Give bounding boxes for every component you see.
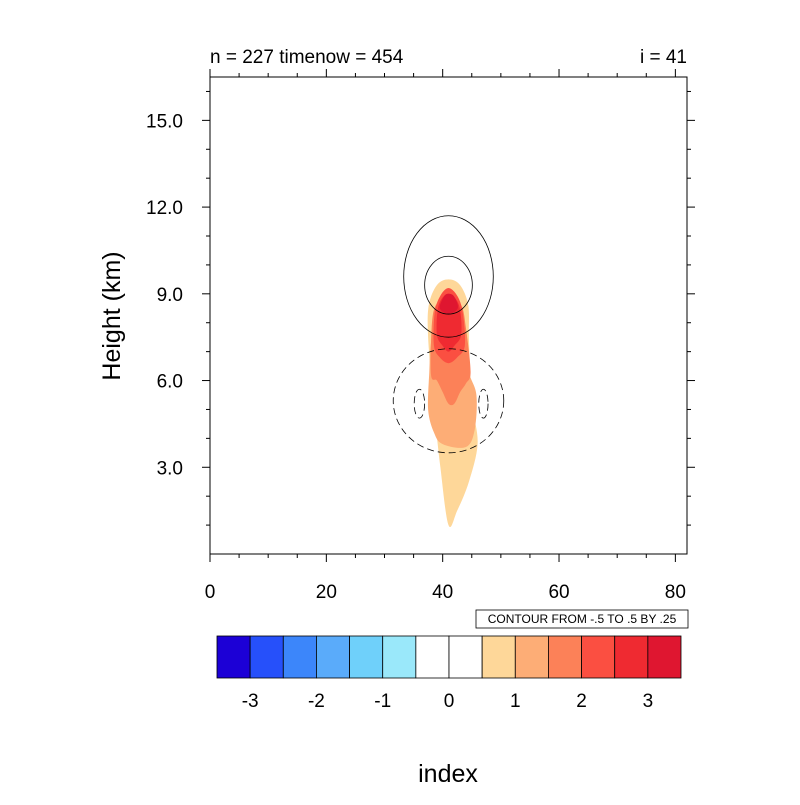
positive-contour-line [424,255,473,315]
y-tick-label: 15.0 [146,111,183,132]
contour-fill-level-3 [439,293,459,315]
x-tick-label: 20 [316,582,337,603]
negative-contour-line [392,348,505,454]
y-tick-labels: 3.0 6.0 9.0 12.0 15.0 [146,111,183,479]
colorbar-swatch [316,635,350,679]
colorbar-swatch [448,635,483,679]
colorbar-swatch [647,635,682,679]
y-axis-label: Height (km) [98,251,126,380]
x-tick-label: 80 [665,582,686,603]
colorbar-swatch [548,635,582,679]
contour-lines [392,215,505,454]
contour-info-label: CONTOUR FROM -.5 TO .5 BY .25 [488,612,677,626]
colorbar-labels: -3 -2 -1 0 1 2 3 [242,691,653,712]
y-tick-label: 3.0 [157,458,183,479]
title-right: i = 41 [640,47,687,68]
colorbar-swatch [514,635,549,679]
colorbar-swatch [614,635,649,679]
colorbar-label: 0 [444,691,455,712]
x-tick-label: 60 [548,582,569,603]
plot-frame [209,76,688,555]
axis-ticks [202,69,695,562]
y-tick-label: 6.0 [157,372,183,393]
x-tick-label: 0 [205,582,216,603]
colorbar-swatch [349,635,384,679]
y-tick-label: 9.0 [157,285,183,306]
colorbar-swatch [249,635,284,679]
colorbar-swatch [216,635,251,679]
negative-contour-line [413,388,426,419]
colorbar-label: -2 [308,691,325,712]
title-left: n = 227 timenow = 454 [210,47,404,68]
colorbar-swatch [481,635,516,679]
colorbar-swatch [382,635,417,679]
colorbar-label: -3 [242,691,259,712]
x-tick-labels: 0 20 40 60 80 [205,582,686,603]
negative-contour-line [478,388,489,419]
positive-contour-line [403,215,494,338]
contour-info-box: CONTOUR FROM -.5 TO .5 BY .25 [475,609,689,629]
colorbar-swatch [415,635,450,679]
colorbar [216,635,682,679]
x-tick-label: 40 [432,582,453,603]
colorbar-label: 1 [510,691,521,712]
colorbar-swatch [581,635,616,679]
filled-contours [427,279,478,528]
colorbar-label: -1 [374,691,391,712]
y-tick-label: 12.0 [146,198,183,219]
x-axis-label: index [418,760,478,788]
colorbar-label: 2 [576,691,587,712]
colorbar-label: 3 [643,691,654,712]
colorbar-swatch [282,635,317,679]
